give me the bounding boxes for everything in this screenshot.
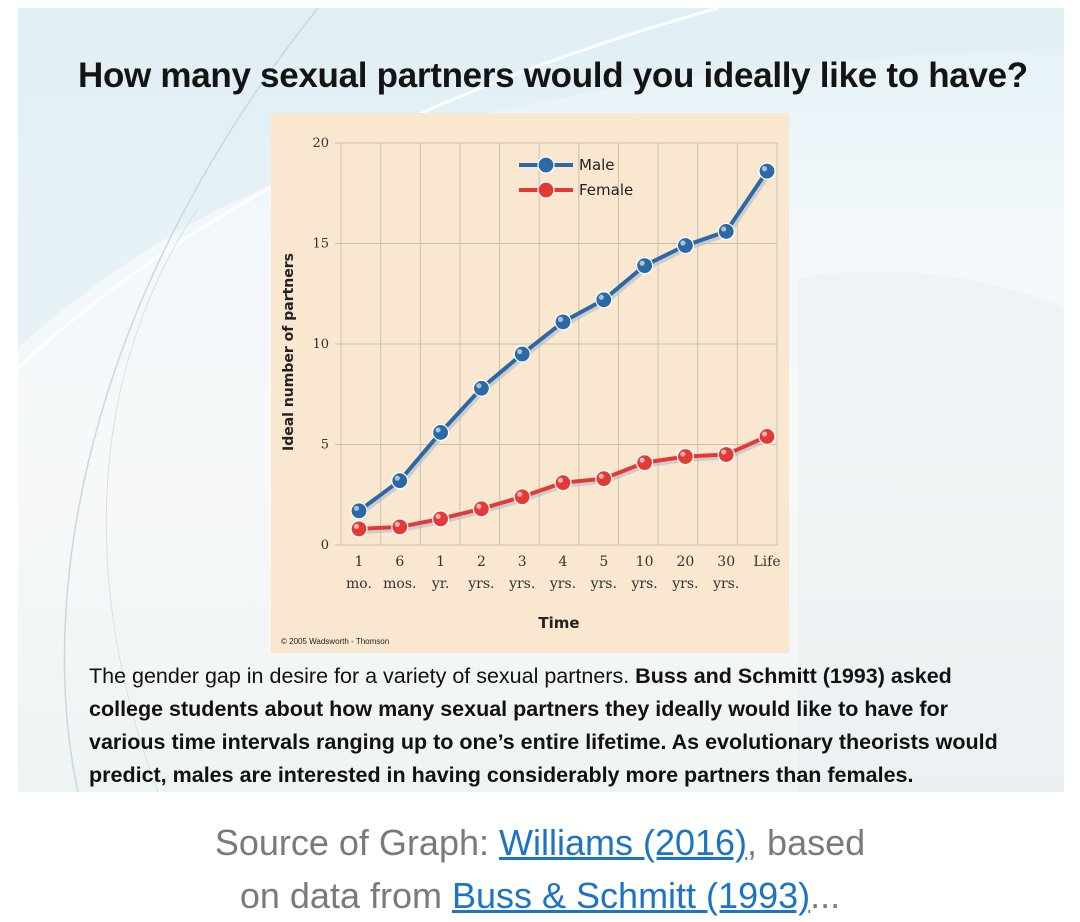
female-data-point-highlight: [517, 491, 523, 497]
copyright-notice: © 2005 Wadsworth - Thomson: [281, 637, 390, 646]
female-data-point: [636, 453, 654, 472]
female-data-point: [554, 474, 572, 492]
x-tick-label-unit: yrs.: [671, 576, 698, 592]
x-tick-label-unit: yrs.: [630, 576, 657, 592]
slide: How many sexual partners would you ideal…: [18, 8, 1064, 792]
y-tick-label: 10: [312, 337, 329, 352]
x-tick-label-unit: yrs.: [712, 576, 739, 592]
female-data-point: [391, 518, 409, 536]
caption-body: Buss and Schmitt (1993) asked college st…: [89, 664, 998, 787]
male-line-shadow: [358, 171, 771, 516]
male-data-point: [350, 502, 368, 520]
x-tick-label: 1: [355, 554, 364, 570]
female-data-point-highlight: [721, 449, 727, 455]
y-axis-title: Ideal number of partners: [281, 253, 297, 451]
source-attribution: Source of Graph: Williams (2016), based …: [0, 816, 1080, 922]
male-data-point: [432, 423, 450, 442]
slide-title: How many sexual partners would you ideal…: [78, 56, 1028, 95]
female-legend-label: Female: [579, 181, 633, 199]
x-tick-label: Life: [753, 554, 780, 570]
female-data-point: [717, 445, 735, 464]
x-tick-label-unit: yrs.: [590, 576, 617, 592]
male-data-point-highlight: [517, 348, 523, 355]
female-data-point-highlight: [435, 513, 441, 519]
female-legend-marker: [537, 181, 555, 199]
y-tick-label: 15: [312, 237, 329, 252]
male-legend-label: Male: [579, 156, 615, 174]
male-data-point-highlight: [435, 427, 441, 433]
male-data-point: [717, 222, 735, 241]
male-data-point: [513, 345, 531, 363]
female-data-point-highlight: [639, 457, 645, 463]
x-tick-label: 20: [676, 554, 694, 570]
figure-caption: The gender gap in desire for a variety o…: [89, 660, 1029, 792]
female-data-point: [676, 447, 694, 466]
male-data-point-highlight: [476, 383, 482, 389]
x-tick-label: 10: [636, 554, 654, 570]
female-data-point: [758, 427, 776, 446]
x-tick-label: 3: [518, 554, 527, 570]
x-axis-title: Time: [538, 614, 579, 632]
male-legend-marker: [537, 156, 555, 174]
source-line2-prefix: on data from: [239, 875, 452, 916]
male-data-point: [636, 257, 654, 275]
x-tick-label: 1: [436, 554, 445, 570]
female-data-point-highlight: [557, 477, 564, 483]
source-suffix: ...: [810, 875, 841, 916]
male-data-point: [391, 472, 409, 490]
source-prefix: Source of Graph:: [214, 822, 499, 863]
male-data-point: [472, 379, 490, 397]
male-data-point-highlight: [639, 260, 645, 266]
male-data-point-highlight: [394, 475, 400, 481]
y-tick-label: 5: [321, 438, 329, 453]
male-data-point-highlight: [557, 316, 564, 322]
female-data-point: [472, 500, 490, 518]
male-data-point-highlight: [761, 166, 768, 172]
source-mid: , based: [747, 822, 866, 863]
x-tick-label-unit: yrs.: [467, 576, 494, 592]
williams-2016-link[interactable]: Williams (2016): [499, 822, 748, 863]
female-data-point: [513, 488, 531, 506]
female-data-point-highlight: [476, 503, 482, 509]
female-data-point: [595, 470, 613, 488]
male-data-point: [554, 313, 572, 331]
male-data-point-highlight: [680, 240, 686, 246]
female-data-point-highlight: [598, 473, 604, 479]
x-tick-label: 5: [599, 554, 608, 570]
x-tick-label: 4: [559, 554, 568, 570]
female-data-point-highlight: [394, 521, 400, 528]
y-tick-label: 0: [321, 538, 329, 553]
x-tick-label: 30: [717, 554, 735, 570]
female-data-point: [350, 520, 368, 538]
buss-schmitt-1993-link[interactable]: Buss & Schmitt (1993): [451, 875, 811, 916]
x-tick-label: 2: [477, 554, 486, 570]
x-tick-label-unit: yrs.: [549, 576, 576, 592]
male-data-point: [595, 291, 613, 309]
x-tick-label-unit: yr.: [431, 576, 450, 592]
male-data-point-highlight: [353, 505, 360, 511]
male-data-point: [758, 162, 776, 180]
chart-panel: 0 5 10 15 20 Ideal number of partners 1 mo. 6 mos…: [271, 113, 789, 653]
male-data-point-highlight: [598, 294, 604, 300]
male-data-point-highlight: [721, 226, 727, 232]
female-data-point-highlight: [680, 451, 686, 457]
x-tick-label-unit: yrs.: [508, 576, 535, 592]
female-data-point: [432, 510, 450, 528]
x-tick-label: 6: [395, 554, 404, 570]
x-tick-label-unit: mo.: [346, 576, 372, 592]
male-data-point: [676, 236, 694, 255]
female-data-point-highlight: [353, 523, 360, 530]
x-tick-label-unit: mos.: [383, 576, 416, 592]
caption-lead: The gender gap in desire for a variety o…: [89, 664, 630, 688]
female-data-point-highlight: [761, 431, 768, 437]
y-tick-label: 20: [312, 136, 329, 151]
